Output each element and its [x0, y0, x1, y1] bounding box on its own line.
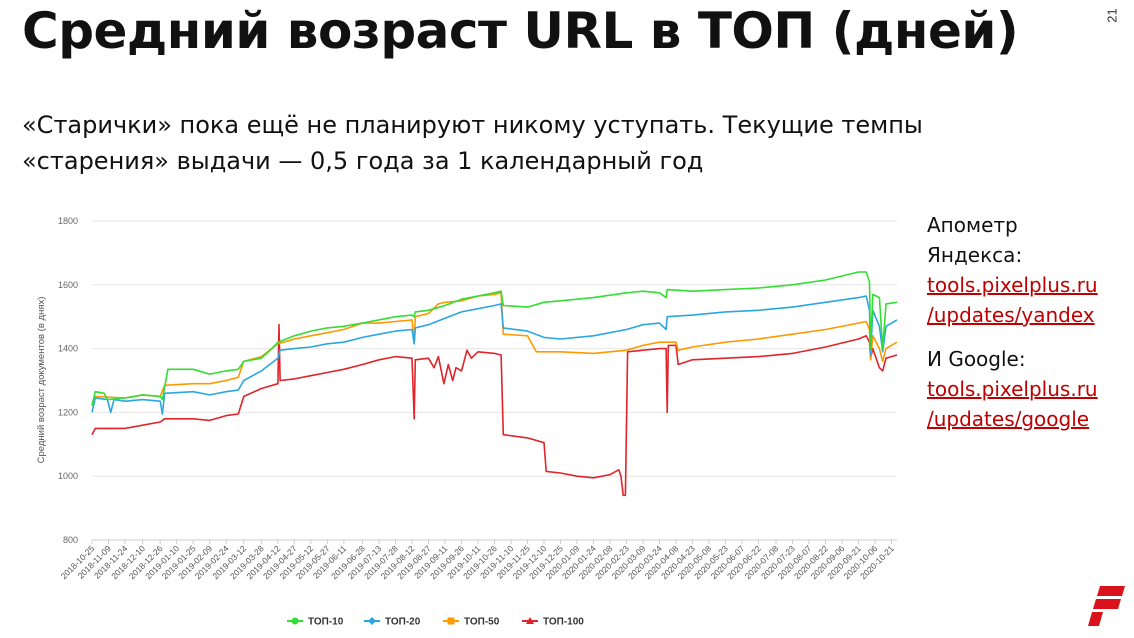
- subtitle-line-1: «Старички» пока ещё не планируют никому …: [22, 111, 923, 139]
- google-link[interactable]: tools.pixelplus.ru /updates/google: [927, 374, 1127, 434]
- legend-label: ТОП-100: [543, 617, 584, 628]
- series-line-4: [91, 323, 898, 497]
- legend-marker: [291, 617, 299, 625]
- series-line-2: [91, 295, 898, 415]
- y-tick-label: 1200: [58, 407, 78, 417]
- legend-label: ТОП-10: [308, 617, 344, 628]
- chart-legend: ТОП-10 ТОП-20 ТОП-50 ТОП-100: [287, 617, 584, 628]
- y-tick-label: 1400: [58, 344, 78, 354]
- yandex-link-line-1[interactable]: tools.pixelplus.ru: [927, 273, 1098, 297]
- legend-marker: [526, 617, 534, 624]
- google-link-line-2[interactable]: /updates/google: [927, 407, 1090, 431]
- legend-marker: [368, 617, 376, 625]
- chart-grid: [92, 220, 897, 541]
- line-chart: 800 1000 1200 1400 1600 1800 2018-10-252018-1…: [36, 216, 898, 628]
- slide-title: Средний возраст URL в ТОП (дней): [22, 2, 1019, 60]
- google-link-line-1[interactable]: tools.pixelplus.ru: [927, 377, 1098, 401]
- legend-marker: [447, 617, 455, 625]
- page-number: 21: [1104, 8, 1120, 23]
- y-axis-ticks: 800 1000 1200 1400 1600 1800: [58, 216, 78, 545]
- yandex-link-line-2[interactable]: /updates/yandex: [927, 303, 1095, 327]
- pixelplus-logo-icon: [1088, 586, 1125, 626]
- google-label: И Google:: [927, 347, 1026, 371]
- y-tick-label: 1800: [58, 216, 78, 226]
- yandex-label-1: Апометр: [927, 213, 1018, 237]
- series-line-1: [91, 271, 898, 407]
- x-axis-ticks: 2018-10-252018-11-092018-11-242018-12-10…: [59, 540, 896, 581]
- y-tick-label: 800: [63, 535, 78, 545]
- spacer: [927, 330, 1127, 344]
- y-tick-label: 1600: [58, 280, 78, 290]
- y-axis-label: Средний возраст документов (в днях): [36, 297, 47, 464]
- sources-panel: Апометр Яндекса: tools.pixelplus.ru /upd…: [927, 210, 1127, 434]
- subtitle-line-2: «старения» выдачи — 0,5 года за 1 календ…: [22, 147, 704, 175]
- yandex-link[interactable]: tools.pixelplus.ru /updates/yandex: [927, 270, 1127, 330]
- legend-label: ТОП-20: [385, 617, 421, 628]
- yandex-label-2: Яндекса:: [927, 243, 1023, 267]
- slide-subtitle: «Старички» пока ещё не планируют никому …: [22, 107, 1022, 179]
- legend-label: ТОП-50: [464, 617, 500, 628]
- y-tick-label: 1000: [58, 471, 78, 481]
- series-lines: [91, 271, 898, 497]
